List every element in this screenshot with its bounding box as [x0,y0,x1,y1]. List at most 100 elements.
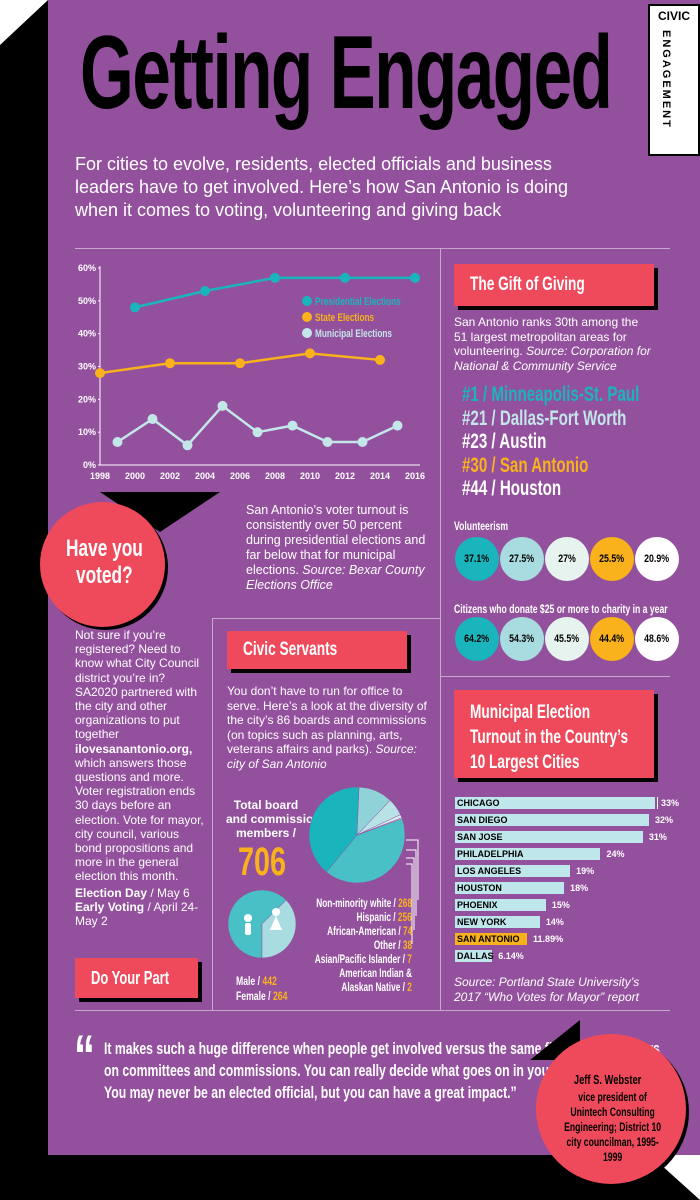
stat-bubble-value: 20.9% [644,553,670,565]
x-tick-label: 2000 [125,471,145,481]
do-your-part-button[interactable]: Do Your Part [75,958,198,998]
divider-mid-left [212,618,440,619]
stat-bubble: 37.1% [455,537,499,581]
series-point [147,414,158,425]
stat-bubble-value: 27% [558,553,576,565]
bar-mark [455,899,546,911]
female-count: Female / 264 [236,989,287,1003]
donate-label: Citizens who donate $25 or more to chari… [454,602,668,616]
series-point [410,272,420,283]
y-tick-label: 20% [78,394,96,404]
election-day: Election Day / May 6 [75,886,207,900]
page-title: Getting Engaged [80,15,613,131]
legend-swatch [302,296,312,306]
bar-value-label: 32% [654,815,673,825]
rank-city: Minneapolis-St. Paul [491,383,640,406]
legend-swatch [302,312,312,322]
gender-slices [227,889,297,959]
municipal-source: Source: Portland State University’s 2017… [454,975,640,1004]
bar-mark [455,933,528,945]
have-you-voted-badge: Have you voted? [40,502,165,627]
divider-vertical-right [440,248,441,1010]
quote-author-role: vice president of Unintech Consulting En… [564,1090,662,1164]
x-tick-label: 2014 [370,471,390,481]
section-tab[interactable]: CIVIC ENGAGEMENT [648,4,700,156]
election-day-label: Election Day [75,885,148,900]
series-point [182,440,193,451]
series-point [165,358,175,369]
bar-value-label: 15% [551,900,570,910]
x-tick-label: 1998 [90,471,110,481]
rank-city: Dallas-Fort Worth [499,406,627,430]
series-point [112,437,123,448]
voted-site-link[interactable]: ilovesanantonio.org, [75,741,193,756]
legend-item-label: Other / [373,940,403,952]
series-point [305,348,315,359]
bar-category-label: HOUSTON [457,883,502,893]
quote-author-name: Jeff S. Webster [573,1072,642,1087]
series-line [116,404,399,447]
stat-bubble: 54.3% [500,617,544,661]
stat-bubble-value: 45.5% [554,633,580,645]
total-label-1: Total board [233,798,299,812]
series-point [287,420,298,431]
stat-bubble-value: 37.1% [464,553,490,565]
intro-text: For cities to evolve, residents, elected… [75,154,568,220]
x-tick-label: 2002 [160,471,180,481]
pie-slice [356,817,403,836]
stat-bubble-value: 48.6% [644,633,670,645]
voted-body: Not sure if you’re registered? Need to k… [75,628,207,928]
early-voting-date: / April 24-May 2 [75,899,199,929]
ethnicity-legend-item: Alaskan Native / 2 [342,982,412,994]
bar-category-label: LOS ANGELES [457,866,522,876]
gift-text: San Antonio ranks 30th among the 51 larg… [454,315,639,358]
ethnicity-pie-chart [308,786,406,884]
rank-number: #1 / [462,383,492,406]
female-value: 264 [272,989,288,1003]
series-point [357,437,368,448]
early-voting: Early Voting / April 24-May 2 [75,900,207,928]
pie-slice [308,786,360,873]
y-tick-label: 40% [78,329,96,339]
bar-value-label: 24% [606,849,625,859]
pie-slice [326,818,406,884]
do-your-part-label: Do Your Part [91,968,170,988]
series-point [95,368,105,379]
legend-item-label: African-American / [326,926,403,938]
male-figure-icon [244,914,252,922]
stat-bubble: 25.5% [590,537,634,581]
y-tick-label: 60% [78,263,96,273]
bar-category-label: CHICAGO [457,798,500,808]
pie-slice [227,889,287,959]
rank-item: #21 / Dallas-Fort Worth [462,407,626,431]
turnout-description: San Antonio’s voter turnout is consisten… [246,503,426,593]
stat-bubble: 27% [545,537,589,581]
legend-item-value: 2 [407,982,412,994]
municipal-heading-2: Turnout in the Country’s [470,727,629,748]
stat-bubble: 45.5% [545,617,589,661]
female-figure-icon [272,908,280,916]
early-voting-label: Early Voting [75,899,145,914]
bar-mark [455,848,601,860]
turnout-text: San Antonio’s voter turnout is consisten… [246,503,426,577]
civic-servants-heading: Civic Servants [227,631,407,669]
series-point [375,354,385,365]
x-axis: 1998 2000 2002 2004 2006 2008 2010 2012 2014 2016 [90,464,425,481]
tab-engagement-label: ENGAGEMENT [660,30,672,129]
y-tick-label: 10% [78,427,96,437]
legend-connector-lines [406,839,419,944]
chart-legend: Presidential Elections State Elections Mun… [302,296,401,340]
bar-mark [455,814,649,826]
quote-author-badge: Jeff S. Webster vice president of Uninte… [536,1034,686,1184]
stat-bubble-value: 27.5% [509,553,535,565]
bar-category-label: PHOENIX [457,900,498,910]
legend-label: Municipal Elections [315,328,392,340]
series-point [270,272,280,283]
civic-heading-text: Civic Servants [243,639,338,660]
municipal-heading-3: 10 Largest Cities [470,752,580,773]
bar-category-label: SAN ANTONIO [457,934,520,944]
male-value: 442 [262,974,277,988]
series-point [130,302,140,313]
bar-category-label: DALLAS [457,951,494,961]
